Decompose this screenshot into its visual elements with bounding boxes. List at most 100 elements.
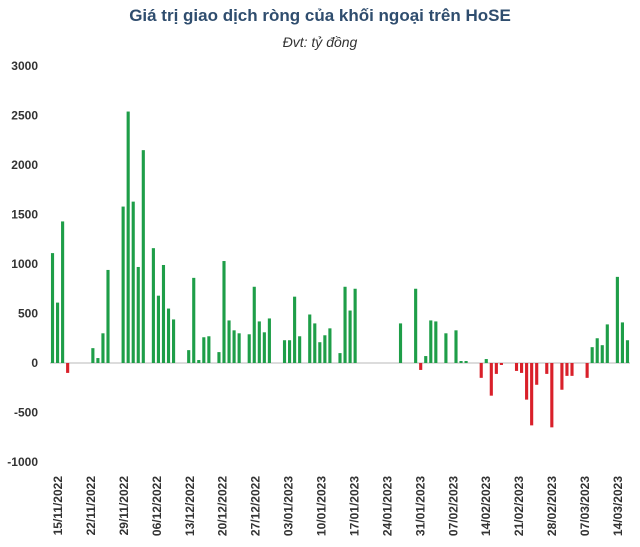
x-tick-label: 27/12/2022 [249,476,263,536]
bar [585,363,589,378]
y-tick-label: 3000 [11,59,38,73]
bar [202,337,206,363]
bar [252,286,256,363]
bar [600,345,604,363]
bar [222,261,226,363]
bar [398,323,403,363]
y-tick-label: 1500 [11,208,38,222]
bar [313,323,317,363]
chart-title: Giá trị giao dịch ròng của khối ngoại tr… [129,6,511,25]
bar [545,363,549,374]
bar [479,363,483,378]
bar [414,288,418,363]
bar [464,361,468,363]
bars [50,111,630,428]
x-tick-label: 24/01/2023 [380,476,394,536]
bar [494,363,498,374]
bar [353,288,357,363]
y-tick-label: -500 [14,406,38,420]
chart-subtitle: Đvt: tỷ đồng [282,34,358,50]
bar [96,358,100,363]
x-tick-label: 07/02/2023 [446,476,460,536]
bar [237,333,241,363]
bar [615,276,619,363]
bar [620,322,624,363]
bar [121,206,125,363]
bar [318,342,322,363]
bar [282,340,287,363]
bar [217,352,221,363]
bar [328,328,332,363]
bar [348,310,352,363]
x-tick-label: 20/12/2022 [216,476,230,536]
bar [293,296,297,363]
x-tick-label: 15/11/2022 [51,476,65,536]
bar [207,336,211,363]
bar [499,363,503,365]
bar [151,248,155,363]
y-tick-label: 500 [18,307,38,321]
bar [625,340,630,363]
x-axis: 15/11/2022 22/11/2022 29/11/2022 06/12/2022… [51,476,625,536]
bar [429,320,433,363]
bar [192,277,196,363]
x-tick-label: 14/03/2023 [611,476,625,536]
bar [520,363,524,373]
bar [605,324,609,363]
bar [424,356,428,363]
x-tick-label: 06/12/2022 [150,476,164,536]
bar [156,295,160,363]
bar [131,201,135,363]
bar [232,330,236,363]
bar [61,221,65,363]
bar [459,361,463,363]
bar [484,359,488,363]
bar [161,264,166,363]
bar [565,363,569,376]
x-tick-label: 21/02/2023 [512,476,526,536]
bar [288,340,292,363]
bar [227,320,231,363]
bar [136,266,140,363]
bar [595,338,599,363]
x-tick-label: 03/01/2023 [282,476,296,536]
bar [106,269,110,363]
x-tick-label: 22/11/2022 [84,476,98,536]
bar [172,319,176,363]
bar [514,363,519,371]
y-axis: 3000 2500 2000 1500 1000 500 0 -500 -1000 [7,59,38,469]
x-tick-label: 17/01/2023 [347,476,361,536]
bar [338,353,342,363]
bar [308,314,312,363]
bar [560,363,564,390]
bar [343,286,347,363]
bar [267,318,271,363]
bar [590,347,594,363]
x-tick-label: 31/01/2023 [413,476,427,536]
y-tick-label: 0 [31,356,38,370]
x-tick-label: 13/12/2022 [183,476,197,536]
y-tick-label: 2000 [11,158,38,172]
bar [126,111,130,363]
bar [525,363,529,400]
bar [257,321,261,363]
bar [550,363,554,428]
bar [262,332,266,363]
bar [323,335,327,363]
x-tick-label: 10/01/2023 [315,476,329,536]
x-tick-label: 29/11/2022 [117,476,131,536]
bar [444,333,448,363]
y-tick-label: 2500 [11,109,38,123]
bar [141,150,145,363]
bar [66,363,70,373]
bar [91,348,95,363]
x-tick-label: 07/03/2023 [578,476,592,536]
y-tick-label: -1000 [7,455,38,469]
bar [530,363,534,426]
x-tick-label: 14/02/2023 [479,476,493,536]
bar [535,363,539,385]
y-tick-label: 1000 [11,257,38,271]
bar [101,333,105,363]
bar [489,363,493,396]
